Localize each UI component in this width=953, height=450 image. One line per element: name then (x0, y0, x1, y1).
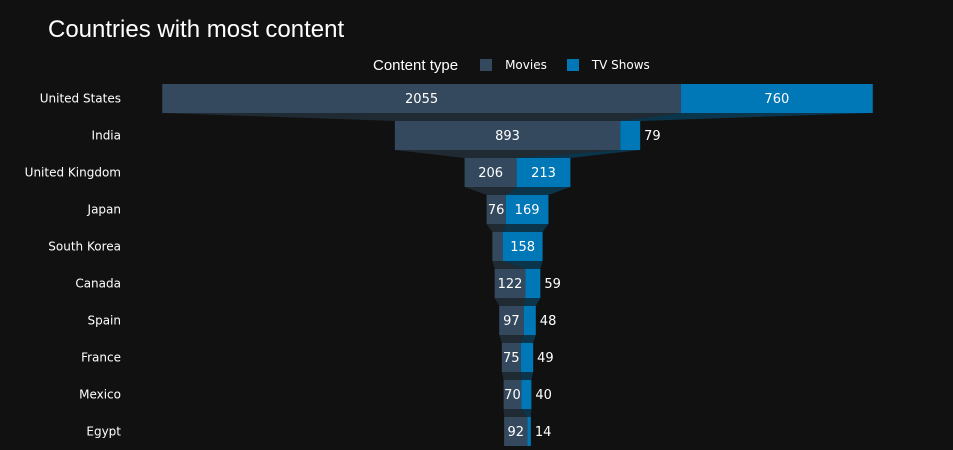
category-label-japan: Japan (87, 203, 121, 217)
funnel-connector-tv-shows (502, 261, 543, 269)
bar-movies-spain[interactable] (499, 306, 524, 335)
legend-swatch-tv-shows (566, 59, 579, 71)
category-label-united-kingdom: United Kingdom (25, 166, 121, 180)
category-label-united-states: United States (40, 92, 121, 106)
value-label-tv-shows-japan: 169 (515, 203, 540, 218)
funnel-connector-movies (464, 187, 517, 195)
bar-tv-shows-united-kingdom[interactable] (516, 158, 571, 187)
category-label-mexico: Mexico (79, 388, 121, 402)
value-label-tv-shows-united-kingdom: 213 (531, 166, 556, 181)
bar-tv-shows-spain[interactable] (523, 306, 536, 335)
funnel-labels: United States 2055 760 India 893 79 United Kin… (25, 92, 790, 441)
funnel-connectors (162, 113, 873, 417)
legend-label-movies: Movies (505, 58, 547, 72)
value-label-movies-mexico: 70 (504, 388, 521, 403)
legend-swatch-movies (480, 59, 493, 71)
funnel-connector-tv-shows (516, 150, 641, 158)
category-label-spain: Spain (87, 314, 121, 328)
legend: Content type Movies TV Shows (373, 56, 670, 74)
funnel-connector-movies (492, 261, 526, 269)
category-label-egypt: Egypt (86, 425, 121, 439)
chart-title: Countries with most content (48, 16, 345, 43)
value-label-movies-egypt: 92 (507, 425, 524, 440)
value-label-tv-shows-south-korea: 158 (510, 240, 535, 255)
bar-movies-united-states[interactable] (162, 84, 681, 113)
bar-tv-shows-canada[interactable] (525, 269, 541, 298)
funnel-connector-tv-shows (521, 409, 532, 417)
bar-tv-shows-egypt[interactable] (527, 417, 531, 446)
funnel-connector-movies (499, 335, 524, 343)
value-label-tv-shows-mexico: 40 (535, 388, 552, 403)
funnel-connector-tv-shows (523, 298, 541, 306)
funnel-connector-tv-shows (620, 113, 873, 121)
bar-movies-mexico[interactable] (503, 380, 522, 409)
bar-movies-japan[interactable] (486, 195, 506, 224)
funnel-bars (162, 84, 873, 446)
bar-movies-canada[interactable] (494, 269, 526, 298)
bar-movies-egypt[interactable] (504, 417, 528, 446)
value-label-tv-shows-spain: 48 (540, 314, 557, 329)
legend-label-tv-shows: TV Shows (591, 58, 650, 72)
value-label-tv-shows-canada: 59 (544, 277, 561, 292)
funnel-connector-tv-shows (502, 224, 549, 232)
value-label-tv-shows-egypt: 14 (535, 425, 552, 440)
funnel-connector-movies (486, 224, 506, 232)
bar-tv-shows-south-korea[interactable] (502, 232, 543, 261)
bar-movies-india[interactable] (394, 121, 621, 150)
value-label-movies-united-kingdom: 206 (478, 166, 503, 181)
bar-tv-shows-japan[interactable] (505, 195, 549, 224)
bar-movies-france[interactable] (501, 343, 521, 372)
funnel-connector-movies (494, 298, 526, 306)
value-label-tv-shows-united-states: 760 (764, 92, 789, 107)
category-label-india: India (92, 129, 121, 143)
value-label-tv-shows-india: 79 (644, 129, 661, 144)
funnel-connector-movies (394, 150, 621, 158)
legend-title: Content type (373, 56, 459, 74)
value-label-movies-canada: 122 (498, 277, 523, 292)
legend-item-tv-shows[interactable]: TV Shows (566, 58, 650, 72)
legend-item-movies[interactable]: Movies (480, 58, 547, 72)
value-label-movies-japan: 76 (488, 203, 505, 218)
bar-movies-united-kingdom[interactable] (464, 158, 517, 187)
funnel-connector-tv-shows (520, 335, 536, 343)
category-label-canada: Canada (75, 277, 121, 291)
category-label-south-korea: South Korea (48, 240, 121, 254)
funnel-connector-movies (162, 113, 681, 121)
value-label-tv-shows-france: 49 (537, 351, 554, 366)
bar-tv-shows-united-states[interactable] (680, 84, 873, 113)
category-label-france: France (81, 351, 121, 365)
bar-tv-shows-mexico[interactable] (521, 380, 532, 409)
value-label-movies-spain: 97 (503, 314, 520, 329)
funnel-connector-tv-shows (505, 187, 571, 195)
funnel-connector-movies (501, 372, 522, 380)
value-label-movies-united-states: 2055 (405, 92, 438, 107)
value-label-movies-france: 75 (503, 351, 520, 366)
funnel-connector-movies (503, 409, 528, 417)
bar-tv-shows-india[interactable] (620, 121, 641, 150)
value-label-movies-india: 893 (495, 129, 520, 144)
funnel-connector-tv-shows (520, 372, 534, 380)
bar-movies-south-korea[interactable] (492, 232, 503, 261)
bar-tv-shows-france[interactable] (520, 343, 534, 372)
